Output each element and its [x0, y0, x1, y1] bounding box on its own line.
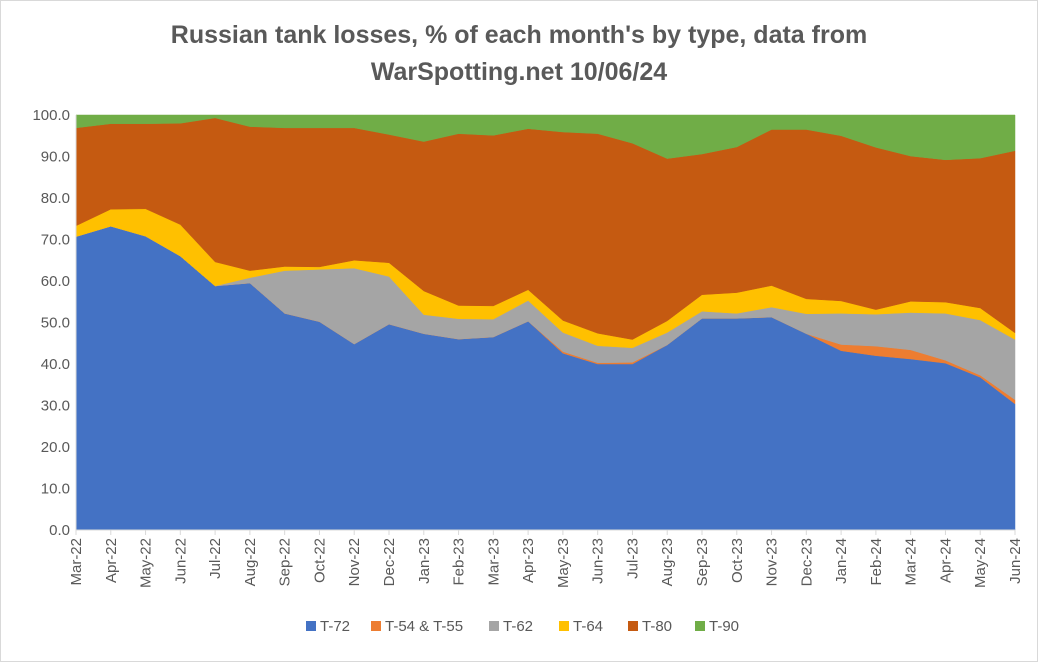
y-tick-label: 100.0 [32, 107, 70, 124]
y-tick-label: 50.0 [41, 315, 70, 332]
x-tick-label: Apr-24 [937, 538, 954, 583]
legend-swatch-t-80 [628, 621, 638, 631]
y-tick-label: 0.0 [49, 522, 70, 539]
x-tick-label: Jan-23 [416, 538, 433, 584]
x-tick-label: Jan-24 [833, 538, 850, 584]
legend-label-t-54-t-55: T-54 & T-55 [385, 618, 463, 635]
area-series-group [75, 114, 1016, 531]
x-tick-label: Jul-22 [207, 538, 224, 579]
y-tick-label: 30.0 [41, 398, 70, 415]
legend-swatch-t-72 [306, 621, 316, 631]
x-tick-label: Sep-22 [277, 538, 294, 586]
x-tick-label: Apr-23 [520, 538, 537, 583]
legend-swatch-t-64 [559, 621, 569, 631]
legend-swatch-t-90 [695, 621, 705, 631]
y-tick-label: 60.0 [41, 273, 70, 290]
y-tick-label: 90.0 [41, 149, 70, 166]
x-tick-label: May-24 [972, 538, 989, 588]
y-tick-label: 40.0 [41, 356, 70, 373]
legend-label-t-80: T-80 [642, 618, 672, 635]
legend-label-t-72: T-72 [320, 618, 350, 635]
x-tick-label: Feb-24 [868, 538, 885, 586]
x-tick-label: Aug-23 [659, 538, 676, 586]
x-tick-label: Mar-23 [485, 538, 502, 586]
x-tick-label: Jun-24 [1007, 538, 1024, 584]
x-tick-label: Jun-23 [590, 538, 607, 584]
x-tick-label: Aug-22 [242, 538, 259, 586]
x-tick-label: Oct-22 [311, 538, 328, 583]
legend-swatch-t-62 [489, 621, 499, 631]
y-tick-label: 10.0 [41, 481, 70, 498]
x-tick-label: Dec-22 [381, 538, 398, 586]
x-tick-label: Jun-22 [172, 538, 189, 584]
x-tick-label: Apr-22 [103, 538, 120, 583]
x-tick-label: Sep-23 [694, 538, 711, 586]
y-tick-label: 80.0 [41, 190, 70, 207]
area-series-t-90 [75, 114, 1016, 161]
x-tick-label: Mar-22 [68, 538, 85, 586]
x-tick-label: Mar-24 [903, 538, 920, 586]
chart-title: Russian tank losses, % of each month's b… [1, 17, 1037, 91]
y-tick-label: 20.0 [41, 439, 70, 456]
legend-label-t-90: T-90 [709, 618, 739, 635]
legend-label-t-62: T-62 [503, 618, 533, 635]
x-tick-label: Nov-22 [346, 538, 363, 586]
x-tick-label: May-22 [138, 538, 155, 588]
x-tick-label: Feb-23 [451, 538, 468, 586]
legend-swatch-t-54-t-55 [371, 621, 381, 631]
y-tick-label: 70.0 [41, 232, 70, 249]
chart-title-line-2: WarSpotting.net 10/06/24 [370, 58, 668, 86]
x-tick-label: Oct-23 [729, 538, 746, 583]
chart-title-line-1: Russian tank losses, % of each month's b… [170, 21, 868, 49]
x-tick-label: May-23 [555, 538, 572, 588]
x-tick-label: Jul-23 [624, 538, 641, 579]
legend-label-t-64: T-64 [573, 618, 603, 635]
x-tick-label: Nov-23 [764, 538, 781, 586]
x-tick-label: Dec-23 [798, 538, 815, 586]
